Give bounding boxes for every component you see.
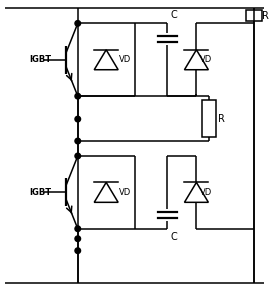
Text: VD: VD: [119, 188, 131, 197]
Circle shape: [75, 226, 80, 232]
Text: VD: VD: [119, 55, 131, 64]
Text: IGBT: IGBT: [29, 55, 51, 64]
Text: VD: VD: [200, 55, 213, 64]
Bar: [202, 100, 216, 137]
Circle shape: [75, 138, 80, 144]
Text: R: R: [262, 11, 269, 21]
Circle shape: [75, 21, 80, 26]
Text: IGBT: IGBT: [29, 188, 51, 197]
Circle shape: [75, 93, 80, 99]
Text: C: C: [170, 10, 177, 20]
Text: VD: VD: [200, 188, 213, 197]
Circle shape: [75, 153, 80, 159]
Text: C: C: [170, 232, 177, 242]
Bar: [246, 10, 262, 21]
Circle shape: [75, 248, 80, 253]
Text: R: R: [218, 113, 225, 124]
Circle shape: [75, 116, 80, 122]
Circle shape: [75, 236, 80, 242]
